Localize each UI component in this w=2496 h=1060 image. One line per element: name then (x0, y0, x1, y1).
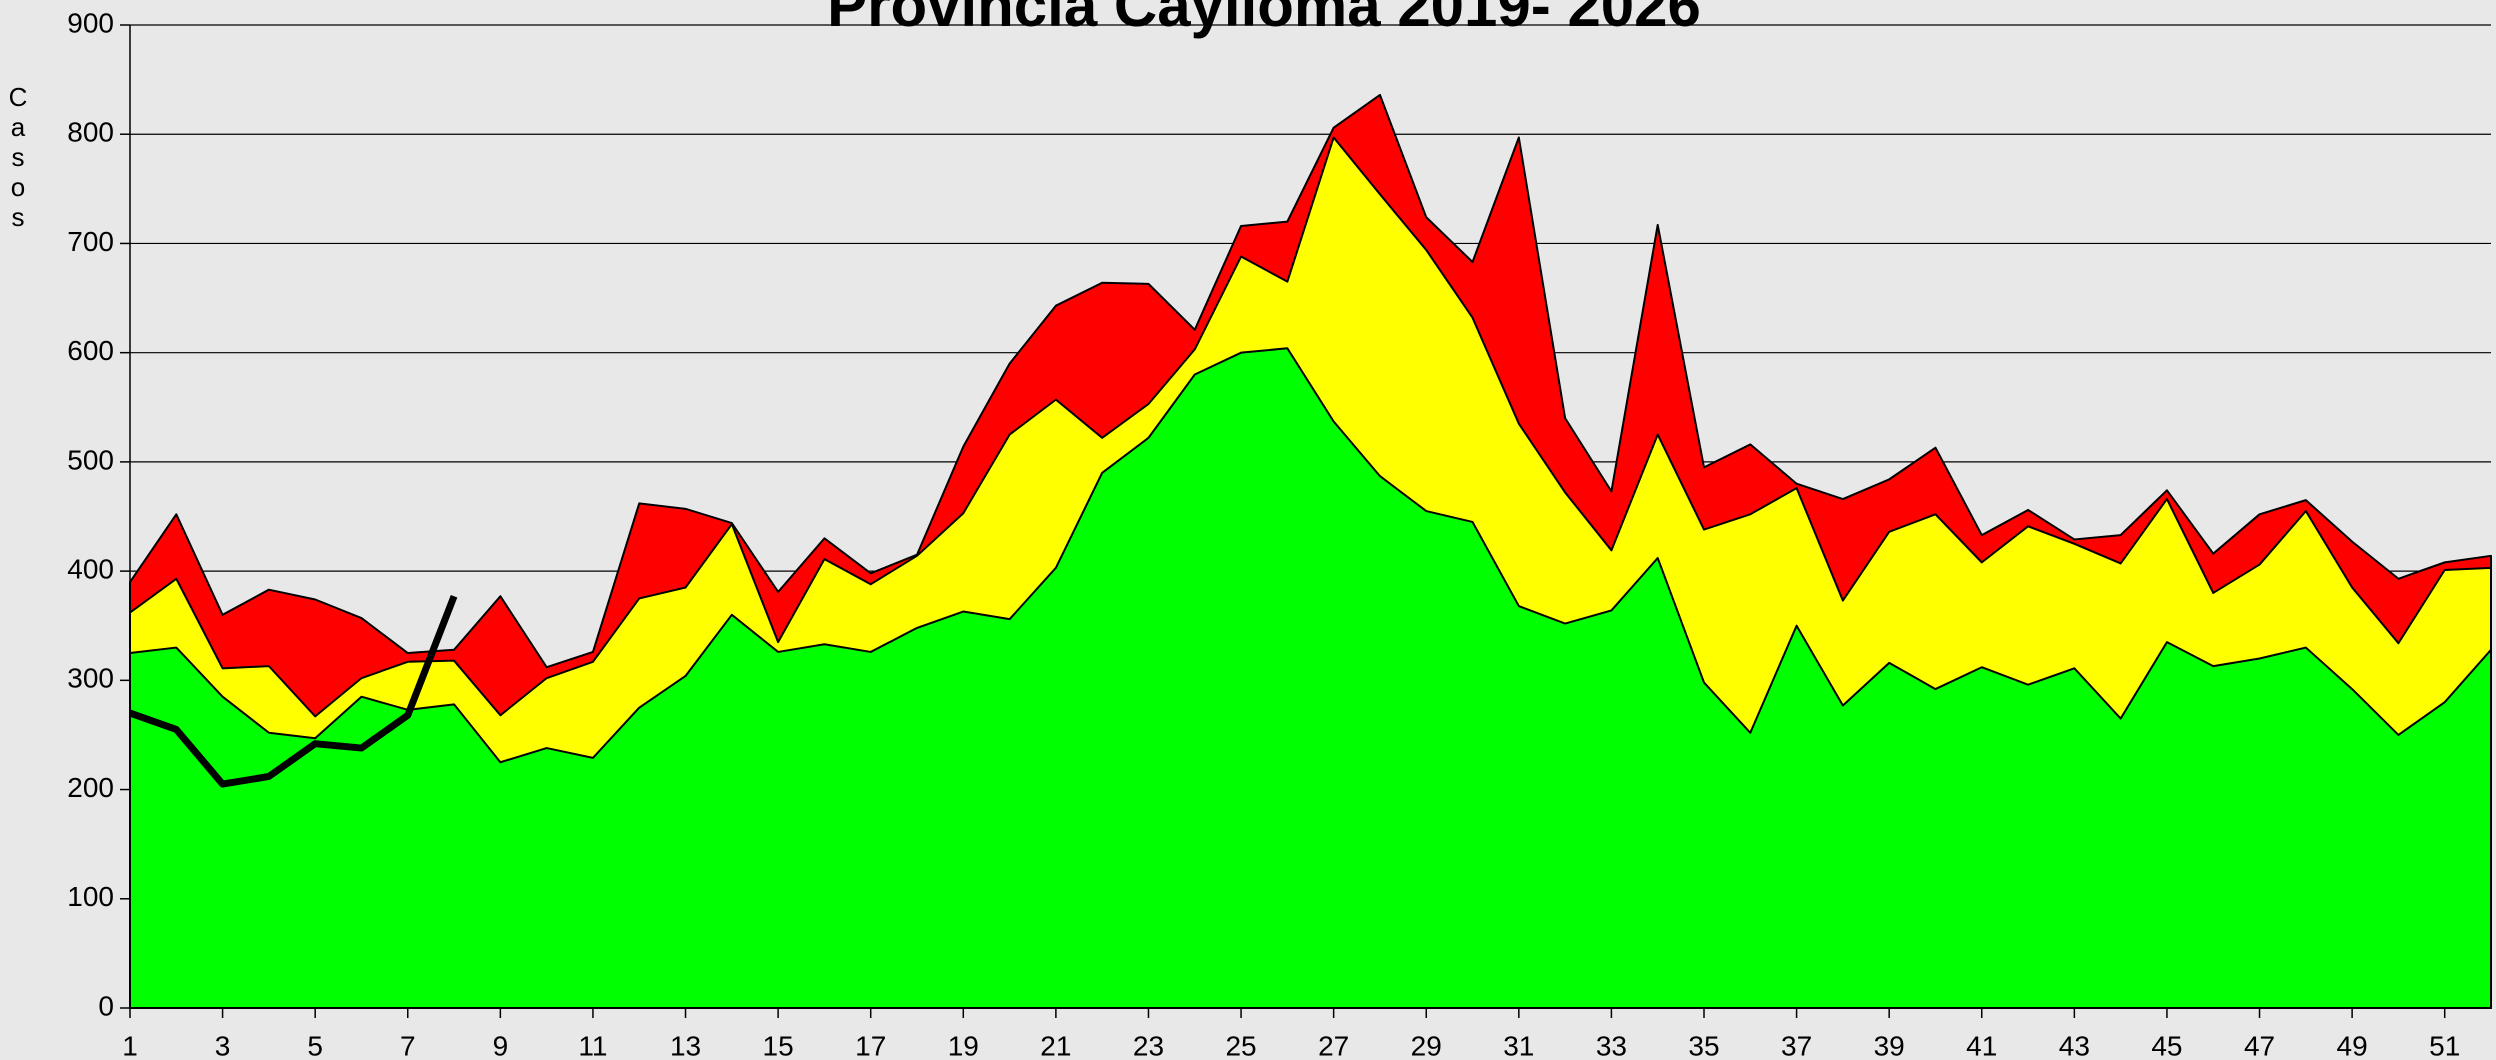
y-tick-label: 300 (67, 663, 114, 694)
y-tick-label: 700 (67, 226, 114, 257)
y-tick-label: 100 (67, 881, 114, 912)
x-tick-label: 3 (215, 1030, 231, 1060)
line (128, 594, 458, 788)
x-tick-label: 11 (578, 1030, 607, 1060)
x-tick-label: 17 (855, 1030, 886, 1060)
x-tick-label: 37 (1781, 1030, 1812, 1060)
y-tick-label: 900 (67, 7, 114, 38)
chart-title: Provincia Caylloma 2019- 2026 (827, 0, 1701, 39)
x-tick-label: 35 (1688, 1030, 1719, 1060)
x-tick-label: 45 (2151, 1030, 2182, 1060)
y-tick-label: 800 (67, 117, 114, 148)
x-tick-label: 33 (1596, 1030, 1627, 1060)
area (129, 347, 2492, 1009)
y-tick-label: 400 (67, 554, 114, 585)
x-tick-label: 19 (948, 1030, 979, 1060)
x-tick-label: 25 (1225, 1030, 1256, 1060)
x-tick-label: 51 (2429, 1030, 2460, 1060)
x-tick-label: 9 (493, 1030, 509, 1060)
x-tick-label: 1 (122, 1030, 138, 1060)
y-axis-label: Casos (3, 82, 33, 232)
x-tick-label: 31 (1503, 1030, 1534, 1060)
x-tick-label: 21 (1040, 1030, 1071, 1060)
y-tick-label: 0 (98, 990, 114, 1021)
x-tick-label: 15 (763, 1030, 794, 1060)
x-tick-label: 39 (1874, 1030, 1905, 1060)
x-tick-label: 43 (2059, 1030, 2090, 1060)
x-tick-label: 5 (307, 1030, 323, 1060)
y-tick-label: 200 (67, 772, 114, 803)
x-tick-label: 7 (400, 1030, 416, 1060)
y-tick-label: 500 (67, 444, 114, 475)
x-tick-label: 41 (1966, 1030, 1997, 1060)
x-tick-label: 23 (1133, 1030, 1164, 1060)
x-tick-label: 47 (2244, 1030, 2275, 1060)
x-tick-label: 29 (1411, 1030, 1442, 1060)
x-tick-label: 13 (670, 1030, 701, 1060)
x-tick-label: 49 (2337, 1030, 2368, 1060)
y-tick-label: 600 (67, 335, 114, 366)
x-tick-label: 27 (1318, 1030, 1349, 1060)
